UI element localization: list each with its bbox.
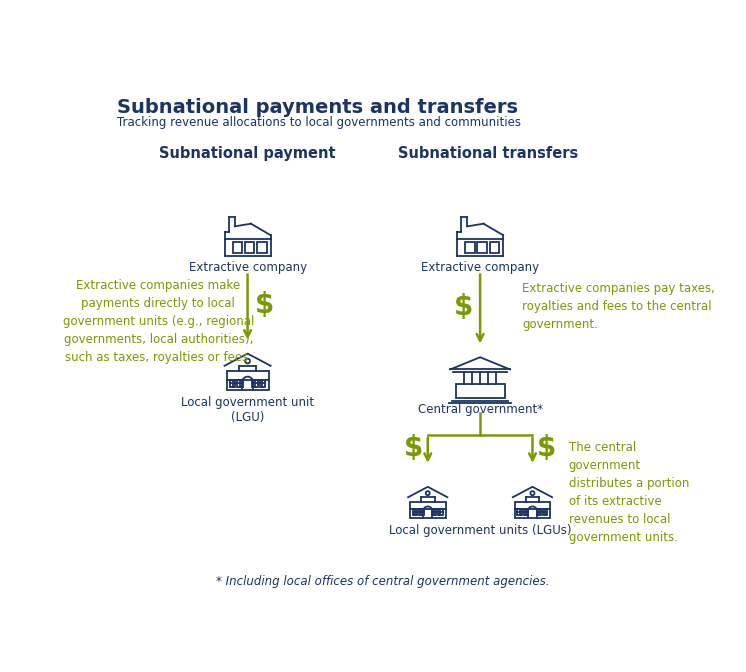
Text: Local government unit
(LGU): Local government unit (LGU) [181, 396, 314, 424]
Text: $: $ [404, 434, 424, 462]
Bar [413, 509, 417, 515]
Text: Subnational payment: Subnational payment [159, 146, 336, 161]
Bar [432, 509, 436, 515]
Bar [456, 384, 504, 398]
Bar [260, 380, 265, 387]
Bar [515, 502, 551, 518]
Bar [518, 509, 522, 515]
Text: Local government units (LGUs): Local government units (LGUs) [389, 524, 571, 537]
Bar [466, 242, 474, 253]
Bar [489, 242, 499, 253]
Bar [438, 509, 443, 515]
Text: Extractive company: Extractive company [189, 261, 307, 274]
Bar [524, 509, 528, 515]
Bar [477, 242, 487, 253]
Text: $: $ [536, 434, 556, 462]
Bar [245, 242, 254, 253]
Text: Tracking revenue allocations to local governments and communities: Tracking revenue allocations to local go… [116, 116, 521, 129]
Bar [227, 371, 269, 390]
Text: * Including local offices of central government agencies.: * Including local offices of central gov… [216, 575, 549, 588]
Text: $: $ [255, 291, 274, 319]
Bar [257, 242, 266, 253]
Text: Subnational payments and transfers: Subnational payments and transfers [116, 97, 518, 116]
Bar [233, 242, 242, 253]
Text: Central government*: Central government* [418, 403, 542, 415]
Text: Extractive companies make
payments directly to local
government units (e.g., reg: Extractive companies make payments direc… [63, 280, 254, 364]
Bar [410, 502, 445, 518]
Text: Extractive companies pay taxes,
royalties and fees to the central
government.: Extractive companies pay taxes, royaltie… [522, 282, 715, 331]
Text: Subnational transfers: Subnational transfers [398, 146, 578, 161]
Bar [543, 509, 548, 515]
Text: Extractive company: Extractive company [421, 261, 539, 274]
Bar [237, 380, 243, 387]
Text: $: $ [454, 292, 473, 321]
Bar [536, 509, 541, 515]
Text: The central
government
distributes a portion
of its extractive
revenues to local: The central government distributes a por… [568, 441, 689, 544]
Bar [230, 380, 236, 387]
Bar [419, 509, 424, 515]
Bar [252, 380, 257, 387]
